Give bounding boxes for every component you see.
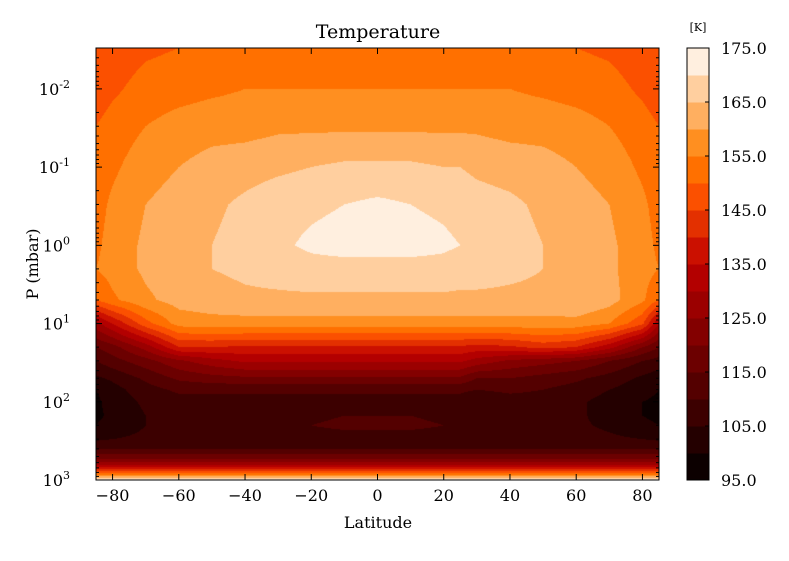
- colorbar-segment: [687, 345, 709, 373]
- axes: −80 −60 −40 −20 0 20 40 60 80 10-2 10-1 100 101 102 10…: [39, 47, 660, 505]
- colorbar-segment: [687, 453, 709, 481]
- y-tick-label: 10-2: [39, 78, 70, 99]
- colorbar-segment: [687, 183, 709, 211]
- y-tick-label: 102: [43, 391, 70, 412]
- y-tick-label: 101: [43, 313, 70, 334]
- plot-area: [96, 48, 659, 480]
- colorbar-tick-label: 115.0: [721, 363, 767, 382]
- colorbar-tick-label: 155.0: [721, 147, 767, 166]
- colorbar-segment: [687, 372, 709, 400]
- colorbar-segment: [687, 48, 709, 76]
- colorbar-segment: [687, 318, 709, 346]
- x-tick-label: 20: [434, 486, 454, 505]
- y-tick-label: 100: [43, 234, 70, 255]
- colorbar-tick-label: 105.0: [721, 417, 767, 436]
- x-axis-label: Latitude: [344, 513, 412, 532]
- x-tick-label: −20: [294, 486, 328, 505]
- y-tick-label: 10-1: [39, 156, 70, 177]
- colorbar-segment: [687, 291, 709, 319]
- x-tick-label: −80: [96, 486, 130, 505]
- colorbar-segment: [687, 264, 709, 292]
- colorbar-tick-label: 165.0: [721, 93, 767, 112]
- colorbar-unit-label: [K]: [690, 21, 707, 34]
- temperature-field: [96, 48, 659, 480]
- colorbar-segment: [687, 129, 709, 157]
- colorbar: 175.0 165.0 155.0 145.0 135.0 125.0 115.0 105.0…: [686, 39, 767, 490]
- chart-title: Temperature: [316, 21, 440, 43]
- colorbar-segment: [687, 210, 709, 238]
- colorbar-segment: [687, 237, 709, 265]
- colorbar-tick-label: 95.0: [721, 471, 757, 490]
- y-axis-label: P (mbar): [23, 229, 42, 300]
- colorbar-tick-label: 175.0: [721, 39, 767, 58]
- colorbar-segment: [687, 75, 709, 103]
- x-tick-label: 40: [500, 486, 520, 505]
- colorbar-tick-label: 125.0: [721, 309, 767, 328]
- x-tick-label: 60: [566, 486, 586, 505]
- y-tick-label: 103: [43, 469, 70, 490]
- colorbar-segment: [687, 156, 709, 184]
- colorbar-tick-label: 135.0: [721, 255, 767, 274]
- colorbar-tick-label: 145.0: [721, 201, 767, 220]
- x-tick-label: −60: [162, 486, 196, 505]
- colorbar-segment: [687, 426, 709, 454]
- colorbar-segment: [687, 399, 709, 427]
- colorbar-segment: [687, 102, 709, 130]
- x-tick-label: 0: [372, 486, 382, 505]
- x-tick-label: 80: [632, 486, 652, 505]
- x-tick-label: −40: [228, 486, 262, 505]
